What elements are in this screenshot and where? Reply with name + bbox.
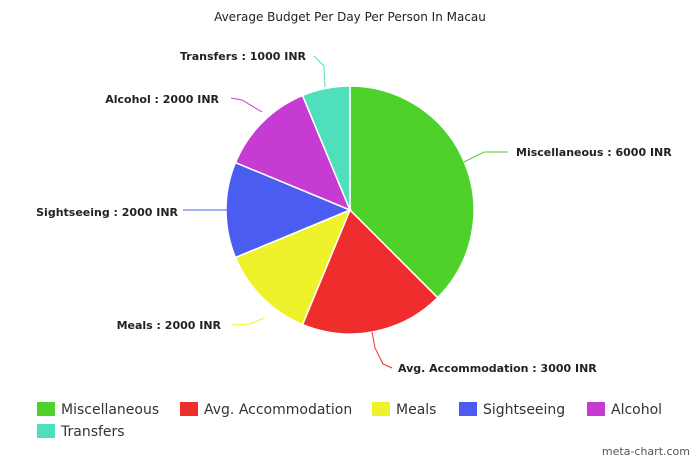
leader-line [371,331,393,369]
legend-item[interactable]: Transfers [37,424,125,440]
pie-slice-avg-accommodation [301,208,439,335]
legend: Miscellaneous Avg. Accommodation Meals Sigh… [37,402,662,440]
legend-label: Miscellaneous [61,402,159,418]
leader-line [231,317,265,326]
legend-label: Alcohol [611,402,662,418]
legend-swatch [37,424,55,438]
legend-label: Avg. Accommodation [204,402,352,418]
slice-label: Alcohol : 2000 INR [105,93,219,106]
legend-label: Meals [396,402,436,418]
leader-lines [183,55,508,369]
legend-swatch [37,402,55,416]
pie-slice-transfers [301,85,351,211]
credit-text: meta-chart.com [602,445,690,458]
leader-line [313,55,326,88]
legend-swatch [180,402,198,416]
legend-item[interactable]: Meals [372,402,436,418]
slice-label: Avg. Accommodation : 3000 INR [398,362,597,375]
leader-line [230,97,263,113]
slice-label: Transfers : 1000 INR [180,50,307,63]
pie-slice-alcohol [234,94,352,212]
legend-swatch [459,402,477,416]
legend-item[interactable]: Miscellaneous [37,402,159,418]
legend-swatch [587,402,605,416]
pie-slice-miscellaneous [349,85,475,299]
slice-label: Meals : 2000 INR [117,319,222,332]
legend-item[interactable]: Sightseeing [459,402,565,418]
pie-slice-meals [234,208,352,326]
legend-label: Transfers [60,424,125,440]
slice-label: Miscellaneous : 6000 INR [516,146,672,159]
legend-label: Sightseeing [483,402,565,418]
pie-slices [225,85,475,335]
legend-swatch [372,402,390,416]
slice-label: Sightseeing : 2000 INR [36,206,178,219]
slice-labels: Miscellaneous : 6000 INR Avg. Accommodati… [36,50,672,375]
leader-line [463,151,508,163]
legend-item[interactable]: Avg. Accommodation [180,402,352,418]
legend-item[interactable]: Alcohol [587,402,662,418]
chart-title: Average Budget Per Day Per Person In Mac… [214,10,486,24]
